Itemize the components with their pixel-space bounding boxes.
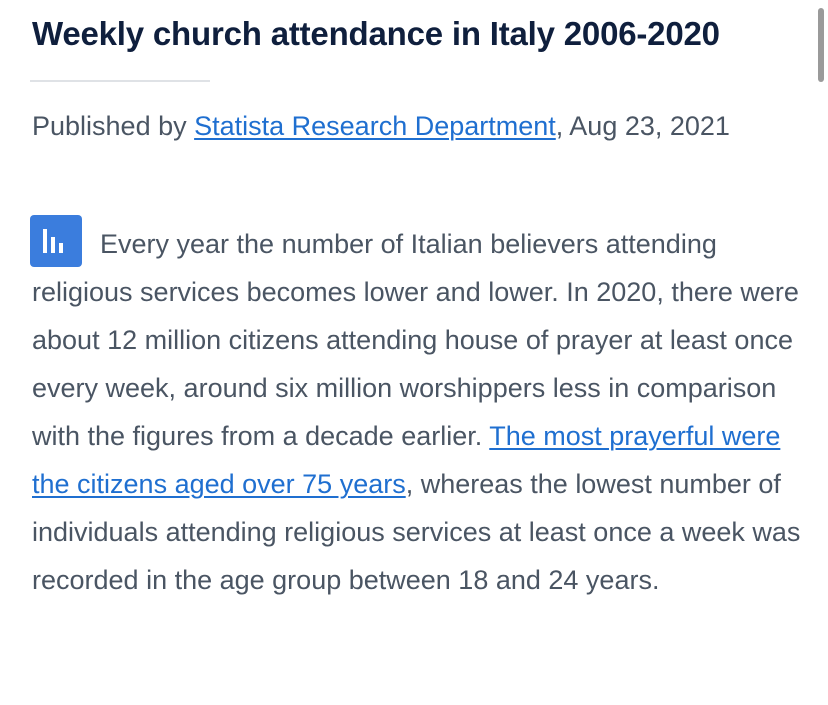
bar-chart-icon-bar: [51, 237, 55, 253]
published-prefix: Published by: [32, 111, 195, 141]
body-outro: , whereas the lowest number of individua…: [32, 469, 801, 595]
author-link[interactable]: Statista Research Department: [194, 111, 556, 141]
published-line: Published by Statista Research Departmen…: [32, 103, 792, 150]
body-intro: Every year the number of Italian believe…: [32, 229, 799, 451]
article-body: Every year the number of Italian believe…: [32, 220, 802, 604]
page-title: Weekly church attendance in Italy 2006-2…: [32, 15, 720, 52]
title-divider: [30, 80, 210, 82]
age-group-link[interactable]: The most prayerful were the citizens age…: [32, 421, 781, 499]
bar-chart-icon: [30, 215, 82, 267]
scrollbar[interactable]: [818, 8, 824, 82]
bar-chart-icon-bar: [59, 243, 63, 253]
bar-chart-icon-bar: [43, 229, 47, 253]
published-date: , Aug 23, 2021: [555, 111, 730, 141]
